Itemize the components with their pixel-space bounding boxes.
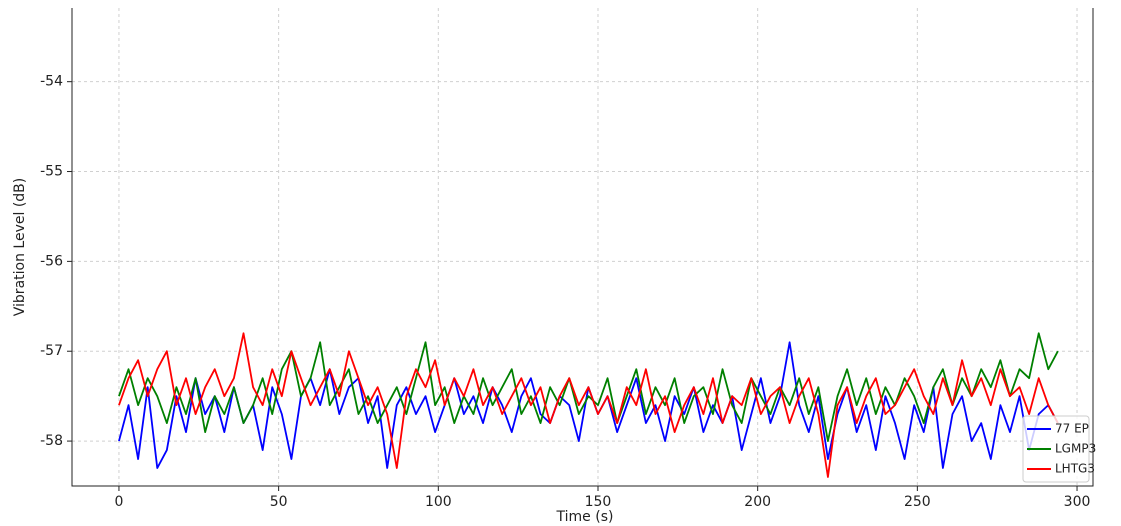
series-line: [118, 332, 1059, 478]
y-tick-label: -58: [40, 433, 63, 449]
y-tick-label: -55: [40, 164, 63, 180]
x-tick-label: 100: [425, 494, 452, 510]
x-tick-label: 300: [1064, 494, 1091, 510]
x-tick-label: 0: [114, 494, 123, 510]
x-tick-label: 250: [904, 494, 931, 510]
y-tick-label: -57: [40, 343, 63, 359]
legend-label: LHTG3: [1055, 462, 1095, 476]
legend: 77 EP LGMP3 LHTG3: [1022, 415, 1096, 483]
y-axis-label: Vibration Level (dB): [12, 178, 28, 316]
x-tick-label: 200: [744, 494, 771, 510]
legend-label: LGMP3: [1055, 442, 1096, 456]
y-tick-label: -56: [40, 253, 63, 269]
series-line: [118, 332, 1059, 442]
axis-spine: [71, 8, 1094, 487]
x-tick-label: 50: [270, 494, 288, 510]
y-tick-label: -54: [40, 74, 63, 90]
legend-box: [1022, 415, 1090, 483]
x-axis-label: Time (s): [556, 509, 614, 525]
x-tick-label: 150: [585, 494, 612, 510]
legend-label: 77 EP: [1055, 422, 1089, 436]
